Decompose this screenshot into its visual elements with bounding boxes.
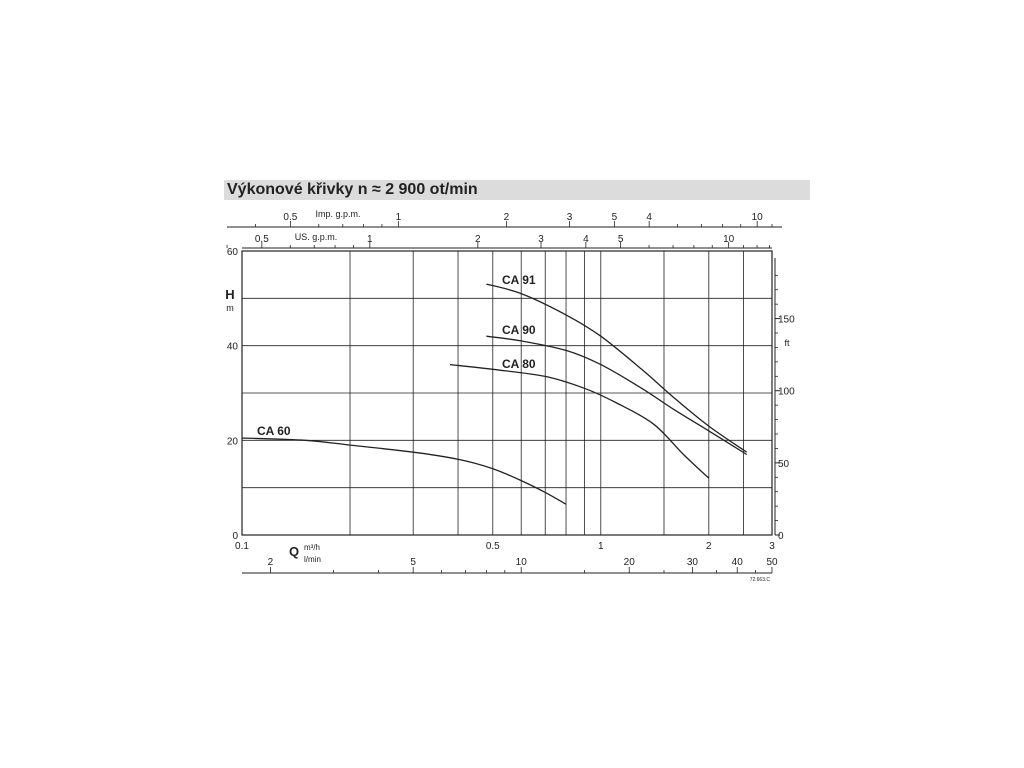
curve-label-ca-90: CA 90	[502, 323, 536, 337]
x-tick-label-m3h: 1	[598, 541, 604, 552]
us-gpm-tick-label: 2	[475, 234, 481, 245]
y-tick-label: 0	[232, 531, 238, 542]
imp-gpm-tick-label: 2	[504, 212, 510, 223]
imp-gpm-axis-label: Imp. g.p.m.	[315, 209, 360, 219]
us-gpm-tick-label: 0.5	[255, 234, 269, 245]
y-tick-label: 60	[227, 247, 239, 258]
imp-gpm-tick-label: 10	[752, 212, 764, 223]
lmin-tick-label: 30	[687, 557, 699, 568]
us-gpm-tick-label: 1	[367, 234, 373, 245]
right-axis-tick-label: 50	[778, 459, 790, 470]
curve-label-ca-60: CA 60	[257, 424, 291, 438]
lmin-tick-label: 10	[516, 557, 528, 568]
curve-label-ca-80: CA 80	[502, 357, 536, 371]
imp-gpm-tick-label: 5	[612, 212, 618, 223]
curve-label-ca-91: CA 91	[502, 273, 536, 287]
curve-ca-80	[449, 363, 710, 479]
us-gpm-tick-label: 4	[583, 234, 589, 245]
imp-gpm-tick-label: 4	[646, 212, 652, 223]
curve-ca-90	[486, 335, 748, 456]
chart-title: Výkonové křivky n ≈ 2 900 ot/min	[227, 181, 478, 198]
right-axis-tick-label: 0	[778, 531, 784, 542]
y-tick-label: 40	[227, 342, 239, 353]
x-tick-label-m3h: 0.1	[235, 541, 249, 552]
y-axis-label: H	[225, 287, 234, 302]
x-axis-label: Q	[289, 544, 299, 559]
us-gpm-tick-label: 10	[723, 234, 735, 245]
imp-gpm-tick-label: 1	[396, 212, 402, 223]
lmin-tick-label: 2	[268, 557, 274, 568]
x-axis-unit-lmin: l/min	[304, 555, 321, 564]
x-tick-label-m3h: 0.5	[486, 541, 500, 552]
right-axis-tick-label: 100	[778, 387, 795, 398]
lmin-tick-label: 50	[766, 557, 778, 568]
us-gpm-tick-label: 5	[618, 234, 624, 245]
x-tick-label-m3h: 3	[769, 541, 775, 552]
curve-ca-91	[486, 283, 748, 453]
imp-gpm-tick-label: 0.5	[283, 212, 297, 223]
right-axis-tick-label: 150	[778, 315, 795, 326]
chart-title-band: Výkonové křivky n ≈ 2 900 ot/min	[224, 180, 810, 200]
y-axis-unit: m	[226, 303, 234, 313]
lmin-tick-label: 20	[624, 557, 636, 568]
x-tick-label-m3h: 2	[706, 541, 712, 552]
imp-gpm-tick-label: 3	[567, 212, 573, 223]
y-tick-label: 20	[227, 436, 239, 447]
chart-reference: 72.663.C	[750, 577, 771, 583]
lmin-tick-label: 40	[732, 557, 744, 568]
lmin-tick-label: 5	[410, 557, 416, 568]
x-axis-unit-m3h: m³/h	[304, 543, 320, 552]
curve-ca-60	[241, 437, 567, 505]
us-gpm-tick-label: 3	[538, 234, 544, 245]
right-axis-unit: ft	[784, 338, 790, 348]
us-gpm-axis-label: US. g.p.m.	[295, 232, 338, 242]
